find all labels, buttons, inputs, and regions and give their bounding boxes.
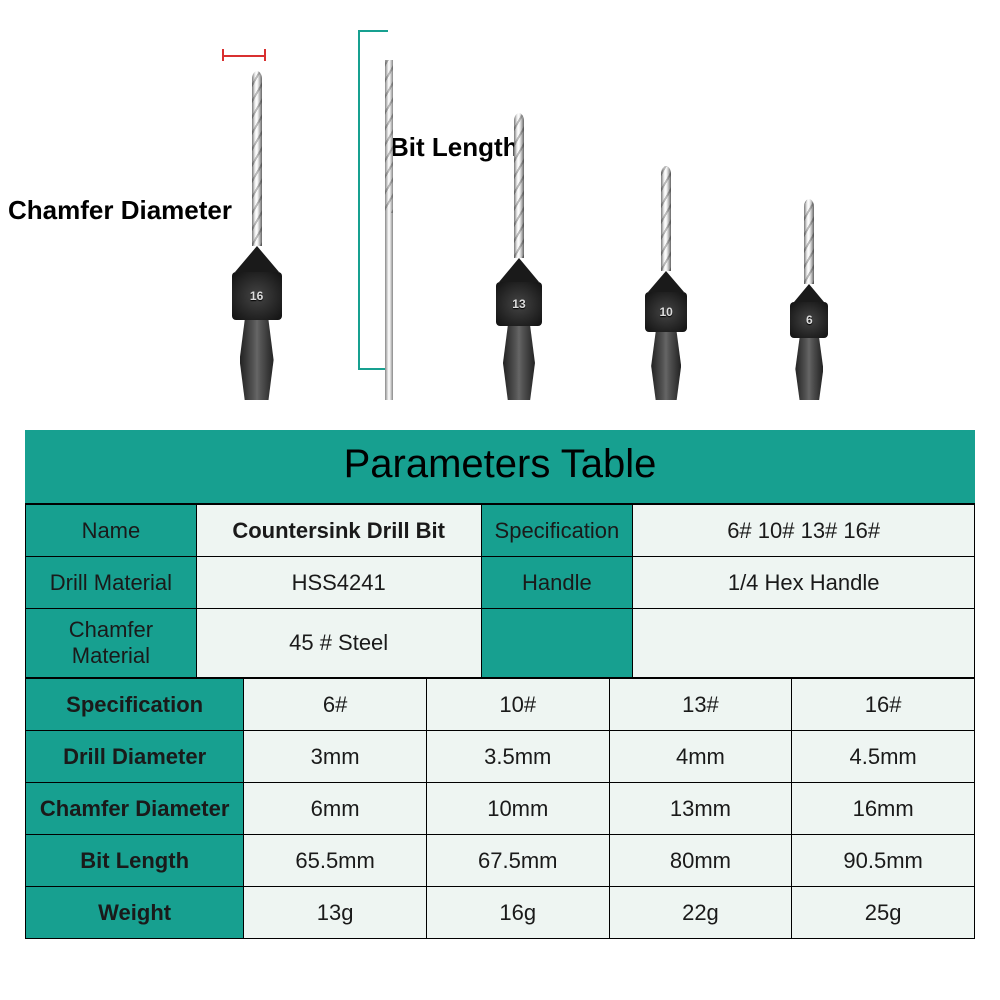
drill-row: 16 13 10 6 [180, 30, 880, 400]
table-row: Name Countersink Drill Bit Specification… [26, 505, 975, 557]
parameters-table: Parameters Table Name Countersink Drill … [25, 430, 975, 939]
drill-twist-bit [804, 199, 814, 284]
drill-bit: 16 [232, 71, 282, 400]
drill-hex-shank [795, 338, 823, 400]
drill-bit: 6 [790, 199, 828, 400]
drill-collar: 13 [496, 282, 542, 326]
drill-bit: 13 [496, 113, 542, 400]
drill-twist-bit [514, 113, 524, 258]
drill-twist-bit [661, 166, 671, 271]
diagram-area: Chamfer Diameter Bit Length 1613106 [0, 0, 1000, 430]
drill-chamfer-cone [794, 284, 824, 302]
drill-collar: 10 [645, 292, 687, 332]
drill-chamfer-cone [235, 246, 279, 272]
table-top-block: Name Countersink Drill Bit Specification… [25, 504, 975, 678]
drill-bit [385, 60, 393, 400]
table-grid-block: Specification6#10#13#16#Drill Diameter3m… [25, 678, 975, 939]
table-title: Parameters Table [25, 430, 975, 504]
drill-hex-shank [503, 326, 535, 400]
table-row: Weight13g16g22g25g [26, 887, 975, 939]
table-row: Drill Material HSS4241 Handle 1/4 Hex Ha… [26, 557, 975, 609]
drill-shaft [385, 60, 393, 400]
drill-chamfer-cone [648, 271, 684, 292]
drill-hex-shank [651, 332, 681, 400]
table-row: Drill Diameter3mm3.5mm4mm4.5mm [26, 731, 975, 783]
drill-collar: 16 [232, 272, 282, 320]
table-row: Chamfer Material 45 # Steel [26, 609, 975, 678]
table-row: Chamfer Diameter6mm10mm13mm16mm [26, 783, 975, 835]
drill-twist-bit [252, 71, 262, 246]
drill-collar: 6 [790, 302, 828, 338]
drill-hex-shank [240, 320, 274, 400]
table-row: Specification6#10#13#16# [26, 679, 975, 731]
drill-chamfer-cone [499, 258, 539, 282]
table-row: Bit Length65.5mm67.5mm80mm90.5mm [26, 835, 975, 887]
drill-bit: 10 [645, 166, 687, 400]
